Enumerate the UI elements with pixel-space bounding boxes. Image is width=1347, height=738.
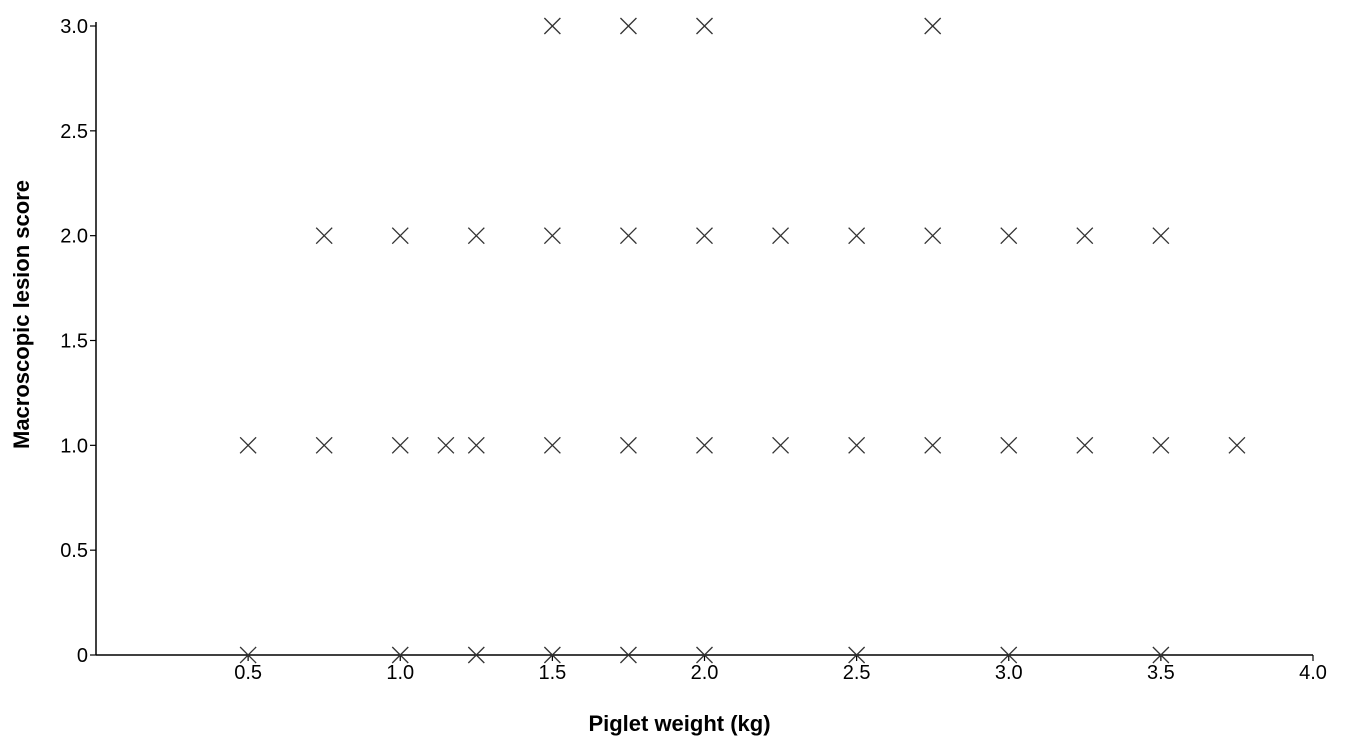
data-point (239, 646, 257, 664)
x-tick-label: 4.0 (1299, 662, 1327, 684)
data-point (1152, 227, 1170, 245)
data-point (848, 436, 866, 454)
data-point (619, 436, 637, 454)
data-point (543, 17, 561, 35)
y-tick-label: 0.5 (60, 540, 88, 562)
data-point (543, 227, 561, 245)
data-point (696, 227, 713, 245)
x-tick-label: 0.5 (234, 662, 262, 684)
data-point (437, 436, 455, 454)
data-point (1000, 436, 1018, 454)
x-tick-label: 1.5 (538, 662, 566, 684)
data-point (543, 436, 561, 454)
data-point (1076, 436, 1094, 454)
x-tick-label: 2.5 (843, 662, 871, 684)
data-point (239, 436, 257, 454)
data-point (467, 436, 485, 454)
y-tick-label: 2.0 (60, 226, 88, 248)
data-point (1228, 436, 1246, 454)
data-point (315, 227, 333, 245)
y-tick-label: 1.5 (60, 331, 88, 353)
y-tick-label: 2.5 (60, 121, 88, 143)
x-tick-label: 1.0 (386, 662, 414, 684)
y-tick-label: 1.0 (60, 435, 88, 457)
data-point (924, 436, 942, 454)
data-point (1000, 227, 1018, 245)
data-point (619, 227, 637, 245)
data-point (315, 436, 333, 454)
data-point (696, 646, 713, 664)
y-tick-label: 3.0 (60, 16, 88, 38)
x-tick-label: 2.0 (691, 662, 719, 684)
data-point (1152, 436, 1170, 454)
data-point (772, 227, 790, 245)
data-point (924, 17, 942, 35)
data-point (1152, 646, 1170, 664)
data-points (239, 17, 1246, 664)
y-tick-label: 0 (77, 645, 88, 667)
data-point (1076, 227, 1094, 245)
data-point (391, 646, 409, 664)
data-point (772, 436, 790, 454)
data-point (467, 646, 485, 664)
x-axis-title: Piglet weight (kg) (588, 711, 770, 736)
x-tick-label: 3.0 (995, 662, 1023, 684)
data-point (696, 17, 713, 35)
data-point (391, 436, 409, 454)
data-point (619, 17, 637, 35)
data-point (467, 227, 485, 245)
data-point (848, 646, 866, 664)
data-point (924, 227, 942, 245)
y-axis-ticks: 0 0.5 1.0 1.5 2.0 2.5 3.0 (60, 16, 96, 667)
data-point (543, 646, 561, 664)
data-point (848, 227, 866, 245)
data-point (696, 436, 713, 454)
y-axis-title: Macroscopic lesion score (9, 180, 34, 449)
axes (95, 22, 1313, 656)
x-axis-ticks: 0.5 1.0 1.5 2.0 2.5 3.0 3.5 4.0 (234, 655, 1327, 684)
x-tick-label: 3.5 (1147, 662, 1175, 684)
data-point (1000, 646, 1018, 664)
data-point (619, 646, 637, 664)
data-point (391, 227, 409, 245)
